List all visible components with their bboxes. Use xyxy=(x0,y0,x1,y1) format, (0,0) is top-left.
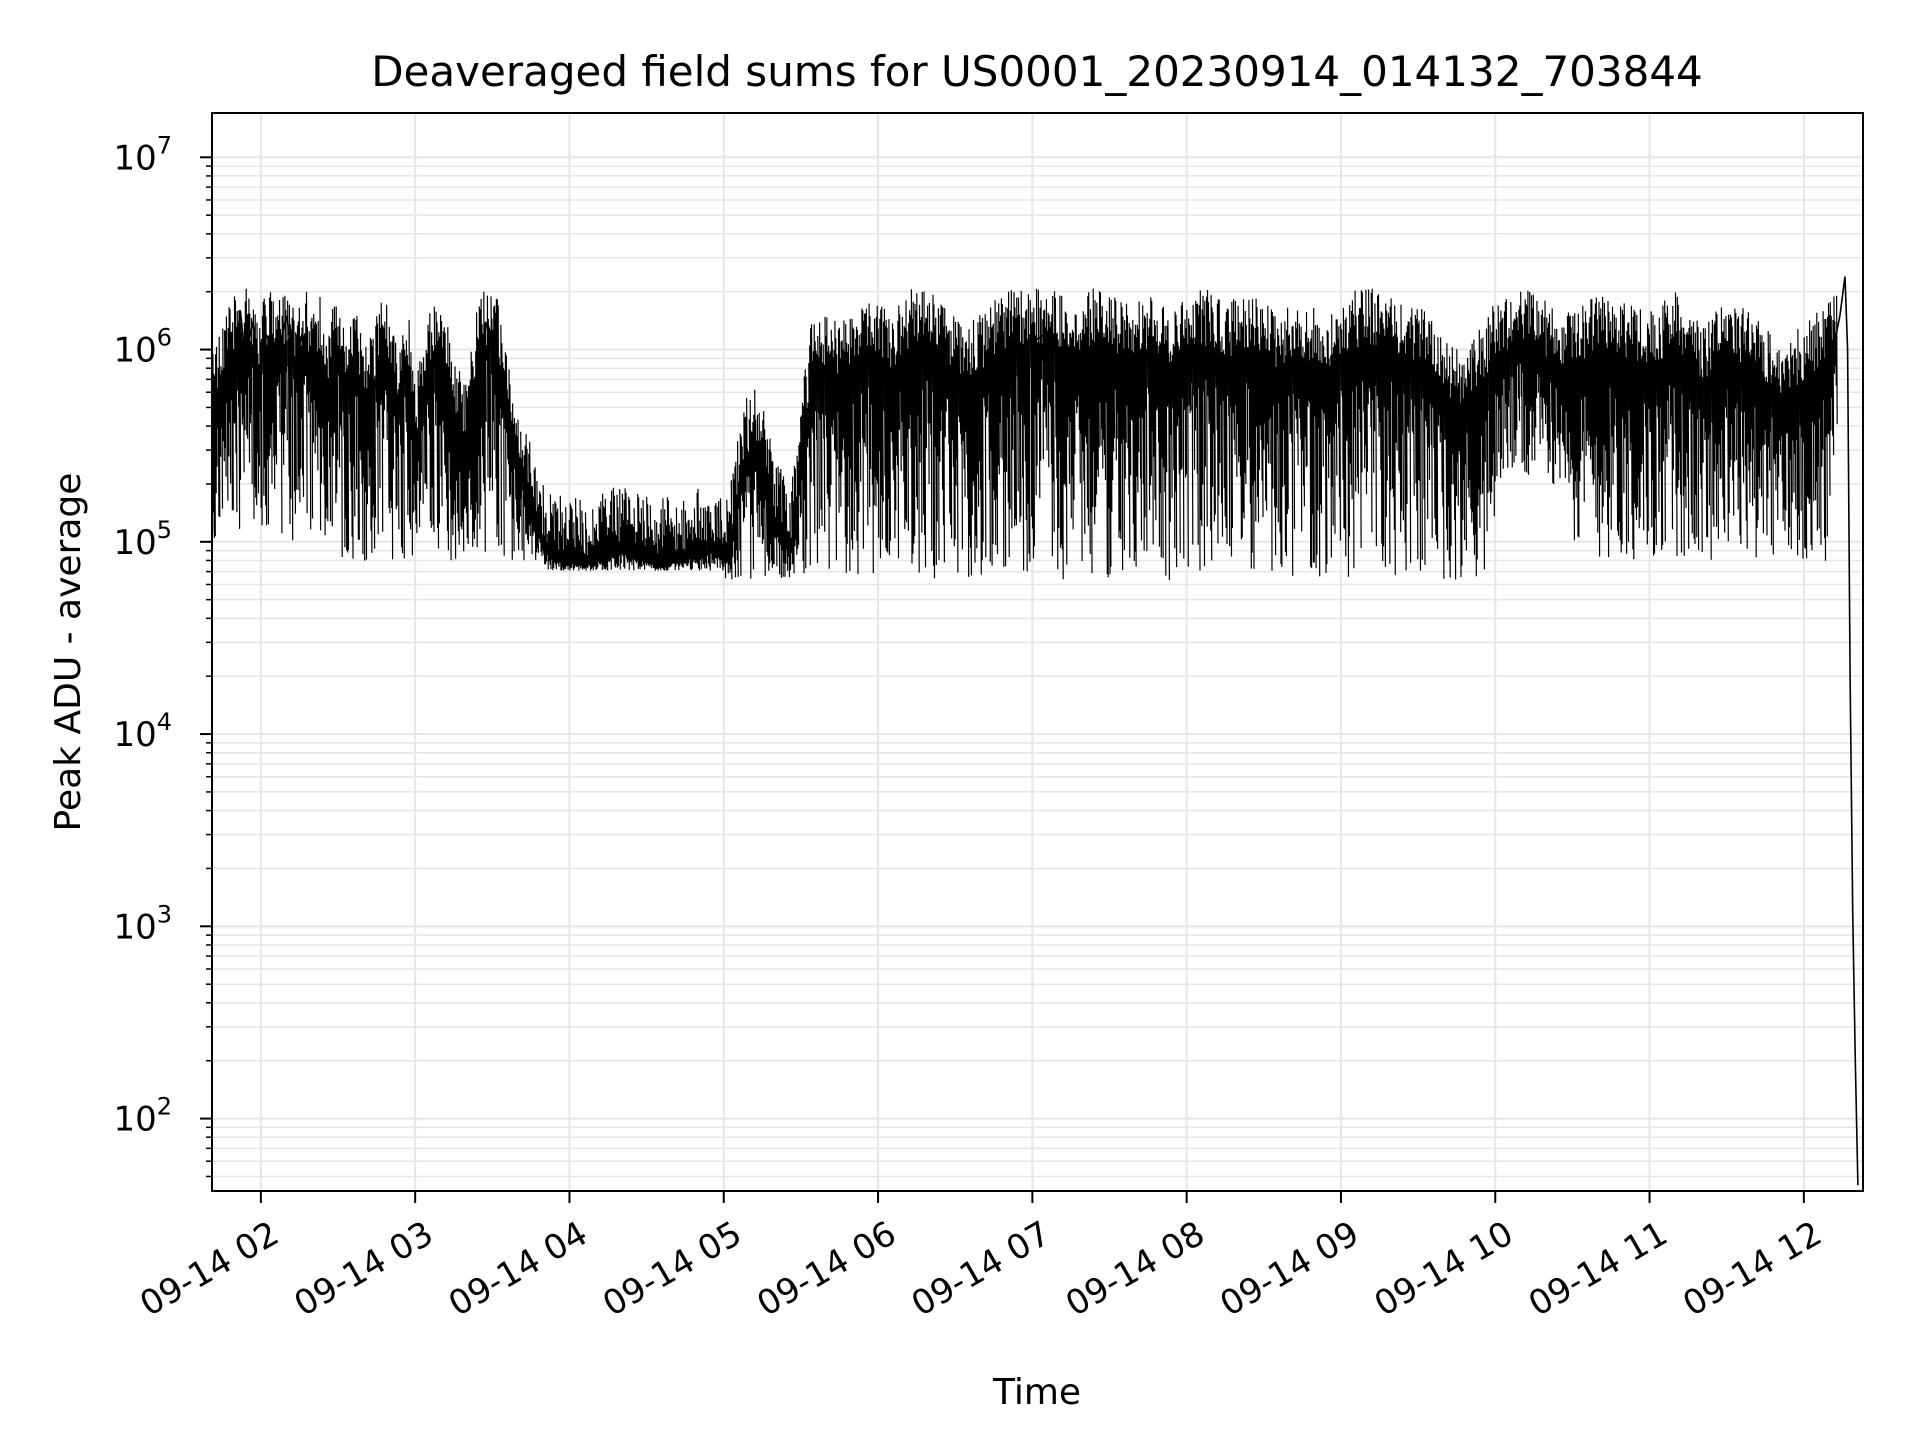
y-axis-label: Peak ADU - average xyxy=(48,473,89,832)
y-tick-base: 10 xyxy=(113,715,156,755)
y-tick-label: 105 xyxy=(113,516,172,563)
y-tick-label: 102 xyxy=(113,1093,172,1140)
y-tick-base: 10 xyxy=(113,907,156,947)
y-tick-label: 107 xyxy=(113,131,172,178)
y-tick-exponent: 5 xyxy=(157,516,172,544)
y-tick-label: 103 xyxy=(113,900,172,947)
y-tick-label: 104 xyxy=(113,708,172,755)
y-tick-base: 10 xyxy=(113,138,156,178)
y-tick-exponent: 2 xyxy=(157,1093,172,1121)
y-tick-base: 10 xyxy=(113,331,156,371)
y-tick-label: 106 xyxy=(113,324,172,371)
plot-frame xyxy=(211,112,1864,1192)
y-tick-base: 10 xyxy=(113,523,156,563)
chart-title: Deaveraged field sums for US0001_2023091… xyxy=(371,47,1703,96)
y-tick-exponent: 3 xyxy=(157,900,172,928)
y-tick-base: 10 xyxy=(113,1100,156,1140)
y-tick-exponent: 4 xyxy=(157,708,172,736)
y-tick-exponent: 6 xyxy=(157,324,172,352)
x-axis-label: Time xyxy=(992,1372,1081,1413)
y-tick-exponent: 7 xyxy=(157,131,172,159)
